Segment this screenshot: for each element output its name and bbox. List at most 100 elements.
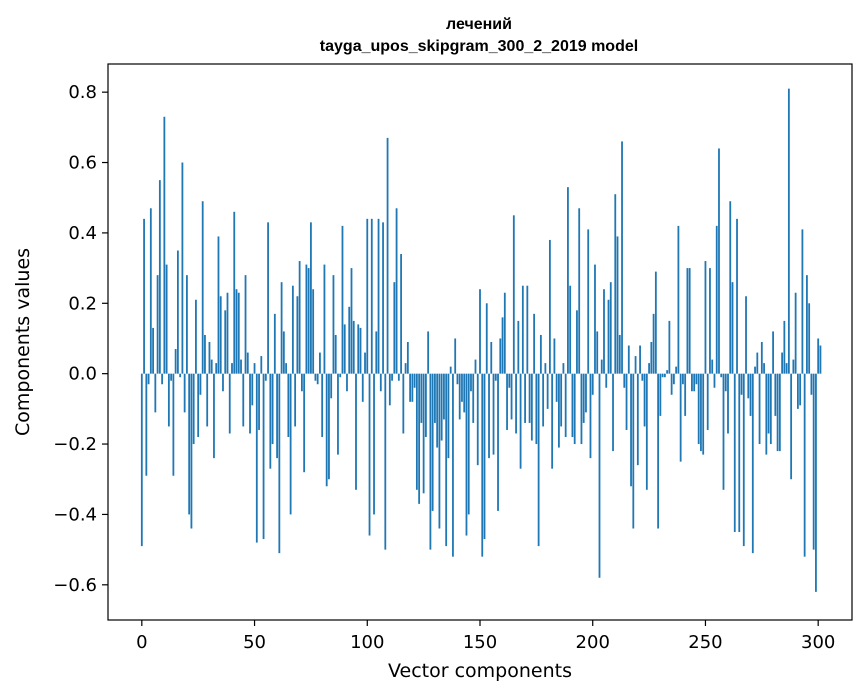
bar [210, 359, 213, 374]
bar [246, 352, 249, 374]
bar [449, 366, 452, 374]
bar [249, 373, 251, 434]
bar [711, 359, 714, 374]
bar [600, 359, 603, 374]
bar [346, 373, 348, 392]
bar [285, 363, 288, 374]
bar [560, 373, 563, 427]
bar [810, 373, 813, 395]
bar [616, 236, 619, 374]
bar [510, 373, 513, 420]
bar [663, 373, 666, 378]
bar [413, 373, 416, 388]
bar [319, 352, 321, 374]
bar [594, 264, 596, 374]
bar [521, 285, 524, 374]
bar [253, 363, 256, 374]
bar [393, 282, 396, 374]
bar [749, 373, 752, 416]
bar [634, 356, 637, 374]
bar [657, 373, 660, 529]
bar [497, 373, 499, 511]
bar [350, 268, 353, 374]
x-tick-label: 0 [136, 632, 147, 653]
bar [670, 373, 673, 395]
bar [548, 239, 551, 374]
bar [255, 373, 258, 543]
bar [709, 268, 711, 374]
bar [188, 373, 191, 515]
bar [729, 201, 732, 374]
bar [388, 373, 391, 406]
bar [605, 373, 608, 388]
bar [589, 373, 592, 459]
bar [158, 180, 161, 374]
bar [727, 373, 729, 434]
bar [736, 218, 738, 374]
bar [499, 338, 502, 374]
bar [819, 345, 822, 374]
bar [339, 373, 342, 378]
bar [409, 373, 412, 402]
bar [434, 373, 436, 423]
bar [722, 373, 725, 490]
bar [321, 373, 324, 438]
bar [190, 373, 193, 529]
bar [639, 345, 641, 374]
bar [165, 264, 168, 374]
bar [801, 229, 804, 374]
bar [156, 275, 159, 374]
bar [682, 373, 684, 385]
bar [754, 366, 756, 374]
bar [208, 342, 211, 374]
bar [738, 373, 741, 533]
y-tick-label: −0.2 [53, 434, 97, 455]
bar [758, 373, 761, 445]
bar [422, 373, 425, 494]
bar [337, 373, 339, 455]
bar [179, 373, 182, 378]
bar [476, 373, 479, 466]
bar [666, 370, 669, 374]
bar [787, 88, 790, 374]
bar [578, 208, 581, 374]
bar [167, 373, 170, 427]
bar [154, 373, 157, 413]
bar [474, 359, 477, 374]
bar [170, 373, 173, 381]
bar [742, 373, 745, 547]
bar [760, 342, 763, 374]
bar [445, 373, 448, 547]
bar [181, 162, 184, 374]
bar [420, 373, 423, 423]
bar [316, 373, 319, 385]
bar [659, 373, 662, 416]
bar [627, 345, 630, 374]
bar [357, 324, 360, 374]
bar [352, 320, 355, 374]
bar [623, 373, 626, 388]
bar [751, 373, 754, 554]
bar [731, 282, 734, 374]
y-tick-label: 0.4 [68, 223, 97, 244]
bar [684, 373, 687, 416]
bar [621, 141, 623, 374]
bar [303, 373, 306, 473]
bar [458, 373, 461, 420]
bar [305, 264, 308, 374]
bar [269, 373, 272, 469]
bar [260, 356, 263, 374]
bar [359, 327, 362, 374]
bar [494, 373, 497, 381]
bar [400, 254, 402, 374]
bar [470, 373, 472, 392]
bar [526, 285, 529, 374]
bar [576, 310, 578, 374]
bar [215, 363, 218, 374]
bar [778, 373, 781, 452]
bar [553, 338, 556, 374]
bar [443, 373, 445, 420]
bar [745, 296, 747, 374]
bar [391, 373, 393, 381]
bar [485, 303, 488, 374]
